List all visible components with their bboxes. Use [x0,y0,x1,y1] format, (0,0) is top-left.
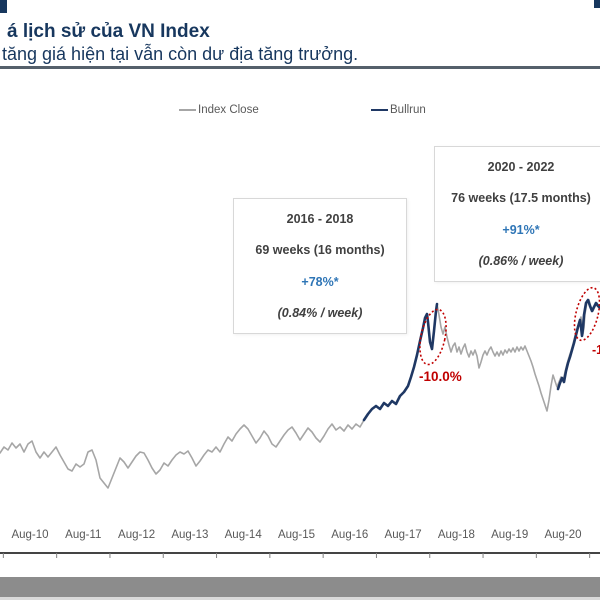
callout-duration: 69 weeks (16 months) [255,243,385,258]
x-axis-labels: Aug-10 Aug-11 Aug-12 Aug-13 Aug-14 Aug-15 Aug-… [0,529,600,545]
chart-legend: Index Close Bullrun [0,103,600,119]
x-axis-label: Aug-13 [171,529,209,541]
footer-bar-light [0,597,600,600]
legend-label: Bullrun [390,104,426,116]
x-axis-label: Aug-19 [491,529,529,541]
x-axis-label: Aug-18 [437,529,475,541]
footer-bar [0,577,600,597]
x-axis-label: Aug-10 [11,529,49,541]
callout-gain: +78%* [301,274,339,289]
page-title: á lịch sử của VN Index [7,21,210,42]
header-divider [0,66,600,69]
cropped-corner-mark-right [594,0,600,8]
drawdown-ellipse [419,308,447,366]
cropped-corner-mark-left [0,0,7,13]
x-axis-label: Aug-11 [65,529,102,541]
x-axis-label: Aug-16 [331,529,369,541]
callout-gain: +91%* [502,222,540,237]
legend-label: Index Close [198,104,259,116]
callout-period: 2020 - 2022 [487,160,555,174]
bullrun-line-segment [556,298,600,391]
x-axis-label: Aug-14 [224,529,262,541]
legend-item-index-close: Index Close [179,103,259,117]
legend-item-bullrun: Bullrun [371,103,426,117]
page-subtitle: tăng giá hiện tại vẫn còn dư địa tăng tr… [2,44,359,64]
index-close-line-swatch [179,109,196,111]
callout-period: 2016 - 2018 [286,212,354,226]
drawdown-label: -1 [592,343,600,357]
callout-2020-2022: 2020 - 2022 76 weeks (17.5 months) +91%*… [434,146,600,282]
x-axis-label: Aug-17 [384,529,422,541]
x-axis-label: Aug-20 [544,529,582,541]
bullrun-line-segment [362,302,439,422]
drawdown-label: -10.0% [419,369,462,384]
drawdown-ellipse [573,286,600,342]
bullrun-line-swatch [371,109,388,111]
x-axis-label: Aug-12 [118,529,156,541]
x-axis-label: Aug-15 [277,529,316,541]
callout-2016-2018: 2016 - 2018 69 weeks (16 months) +78%* (… [233,198,407,334]
callout-duration: 76 weeks (17.5 months) [451,191,591,206]
callout-rate: (0.86% / week) [478,253,564,268]
callout-rate: (0.84% / week) [277,305,363,320]
